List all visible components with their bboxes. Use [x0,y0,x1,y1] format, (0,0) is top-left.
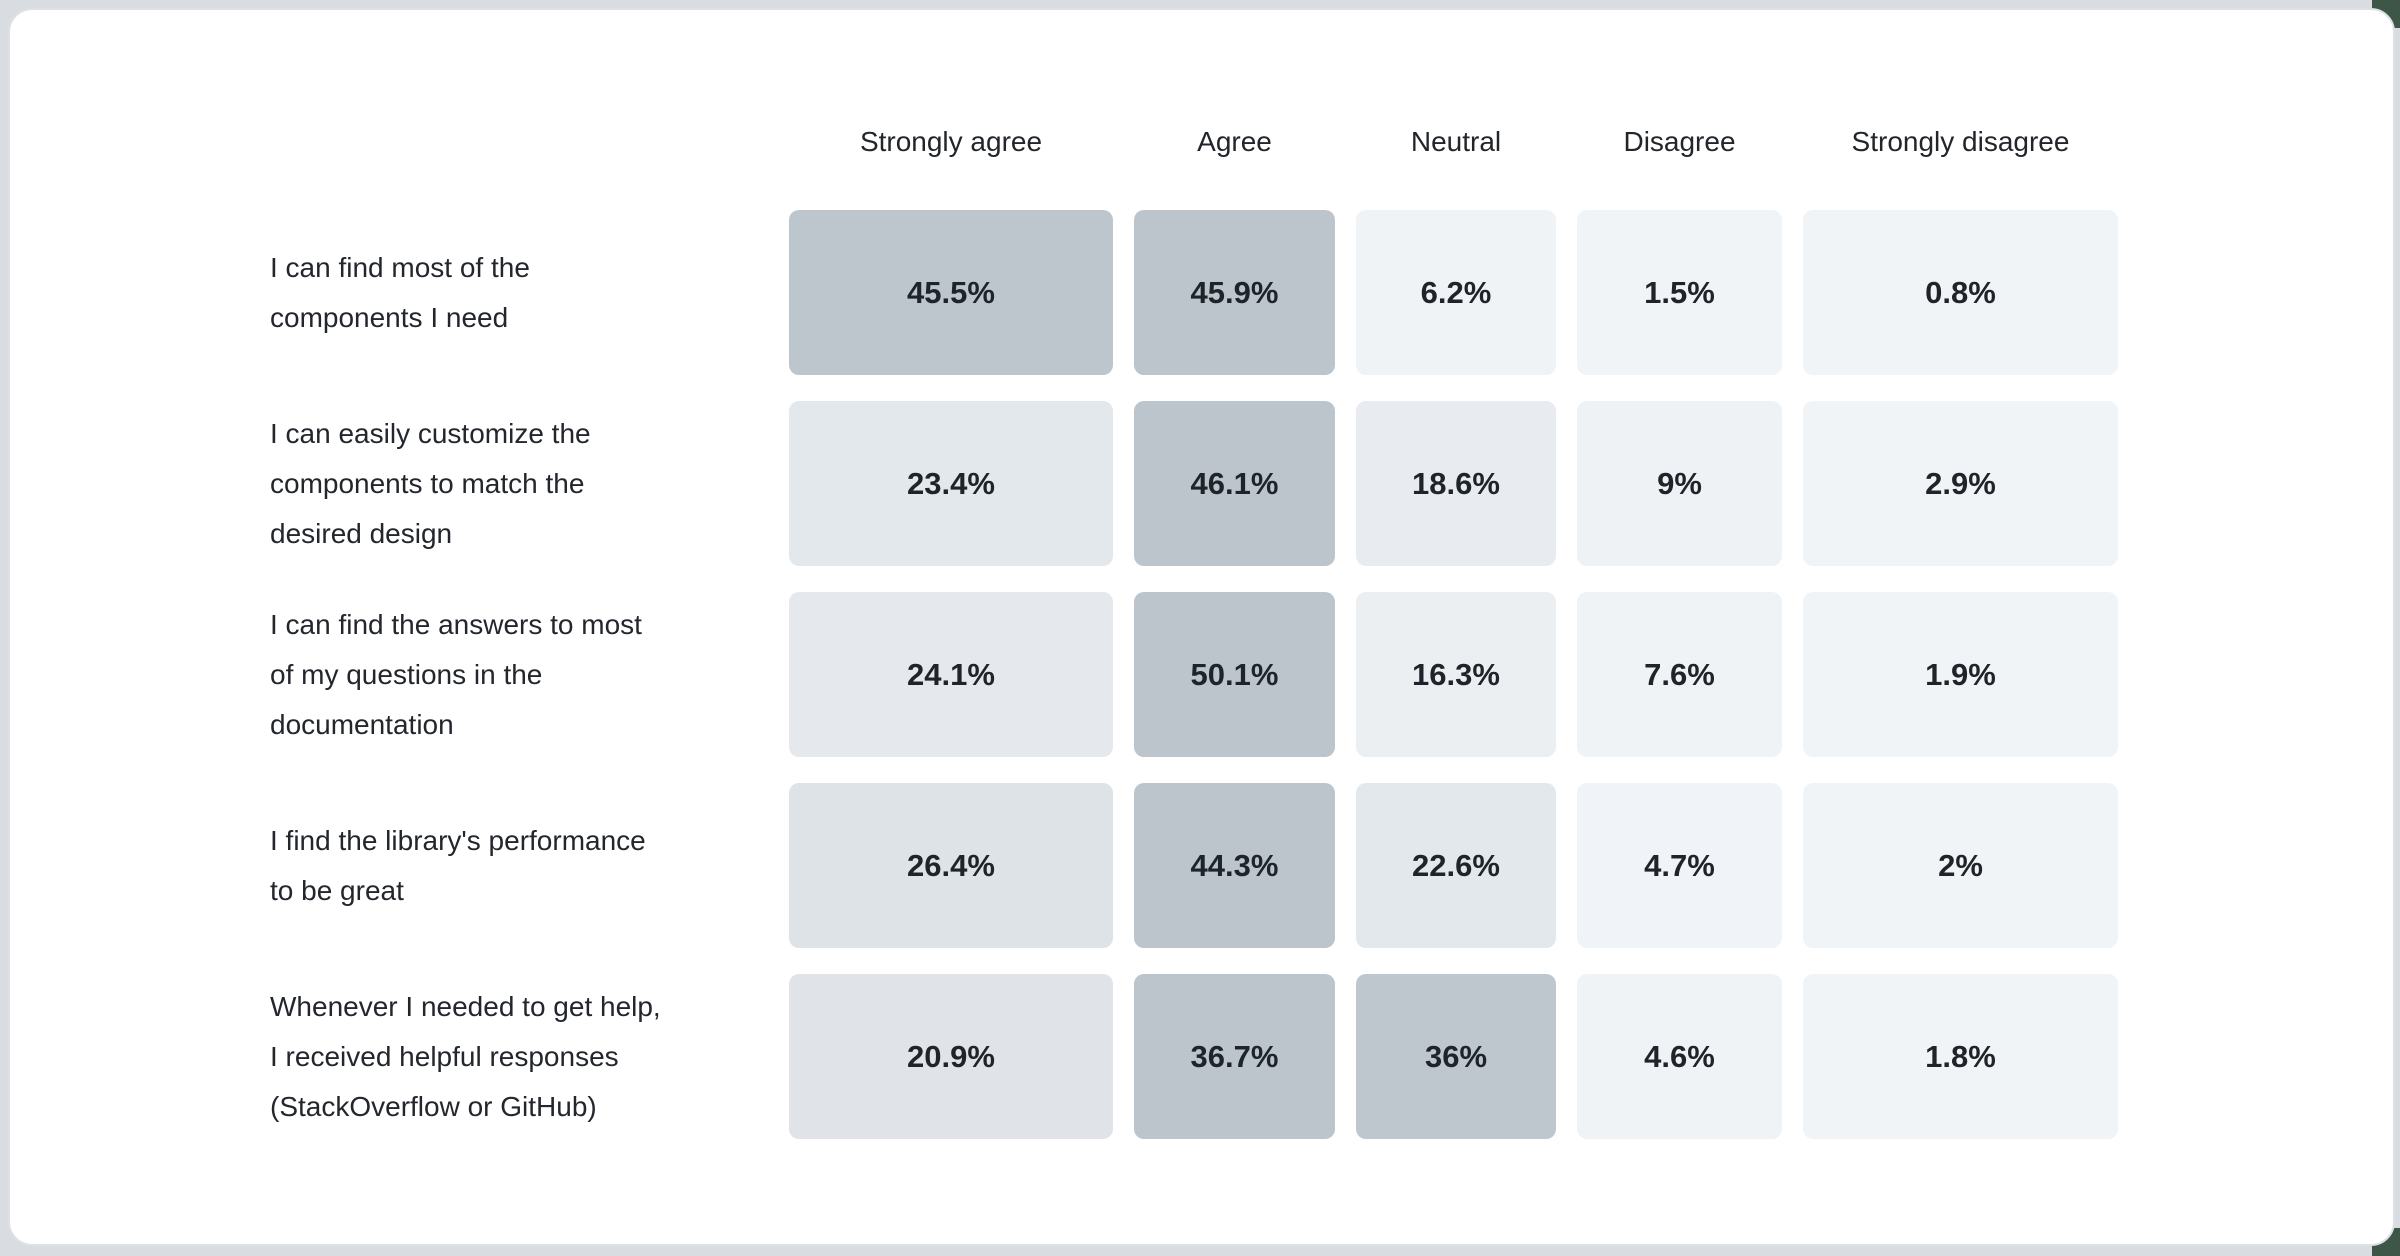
heatmap-cell: 16.3% [1356,592,1556,757]
heatmap-cell: 2% [1803,783,2118,948]
heatmap-cell: 26.4% [789,783,1113,948]
column-header-agree: Agree [1197,125,1272,157]
row-question-customize-components: I can easily customize the components to… [270,417,591,549]
heatmap-cell: 20.9% [789,974,1113,1139]
heatmap-cell: 44.3% [1134,783,1335,948]
row-question-library-performance: I find the library's performance to be g… [270,824,646,906]
header-spacer [270,115,768,184]
column-header-strongly-disagree: Strongly disagree [1851,125,2070,157]
heatmap-cell: 4.6% [1577,974,1782,1139]
row-question-helpful-responses: Whenever I needed to get help, I receive… [270,990,661,1122]
row-question-find-components: I can find most of the components I need [270,251,530,333]
heatmap-cell: 24.1% [789,592,1113,757]
heatmap-cell: 36.7% [1134,974,1335,1139]
heatmap-cell: 45.5% [789,210,1113,375]
heatmap-cell: 6.2% [1356,210,1556,375]
heatmap-cell: 45.9% [1134,210,1335,375]
survey-results-card: Strongly agree Agree Neutral Disagree St… [8,8,2395,1246]
column-header-strongly-agree: Strongly agree [859,125,1043,157]
heatmap-cell: 9% [1577,401,1782,566]
heatmap-cell: 1.8% [1803,974,2118,1139]
heatmap-cell: 46.1% [1134,401,1335,566]
heatmap-cell: 36% [1356,974,1556,1139]
survey-heatmap-table: Strongly agree Agree Neutral Disagree St… [270,115,2118,1139]
heatmap-cell: 1.5% [1577,210,1782,375]
heatmap-cell: 1.9% [1803,592,2118,757]
row-question-documentation-answers: I can find the answers to most of my que… [270,608,642,740]
heatmap-cell: 7.6% [1577,592,1782,757]
column-header-neutral: Neutral [1410,125,1502,157]
heatmap-cell: 18.6% [1356,401,1556,566]
column-header-disagree: Disagree [1623,125,1736,157]
heatmap-cell: 22.6% [1356,783,1556,948]
heatmap-cell: 2.9% [1803,401,2118,566]
heatmap-cell: 50.1% [1134,592,1335,757]
heatmap-cell: 0.8% [1803,210,2118,375]
heatmap-cell: 4.7% [1577,783,1782,948]
heatmap-cell: 23.4% [789,401,1113,566]
